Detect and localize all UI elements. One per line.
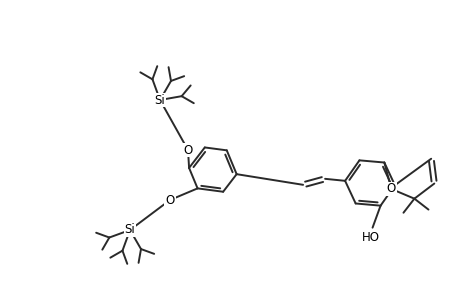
Text: O: O: [183, 143, 192, 157]
Text: O: O: [386, 182, 395, 196]
Text: HO: HO: [361, 231, 379, 244]
Text: O: O: [165, 194, 174, 206]
Text: Si: Si: [124, 224, 135, 236]
Text: Si: Si: [154, 94, 165, 106]
